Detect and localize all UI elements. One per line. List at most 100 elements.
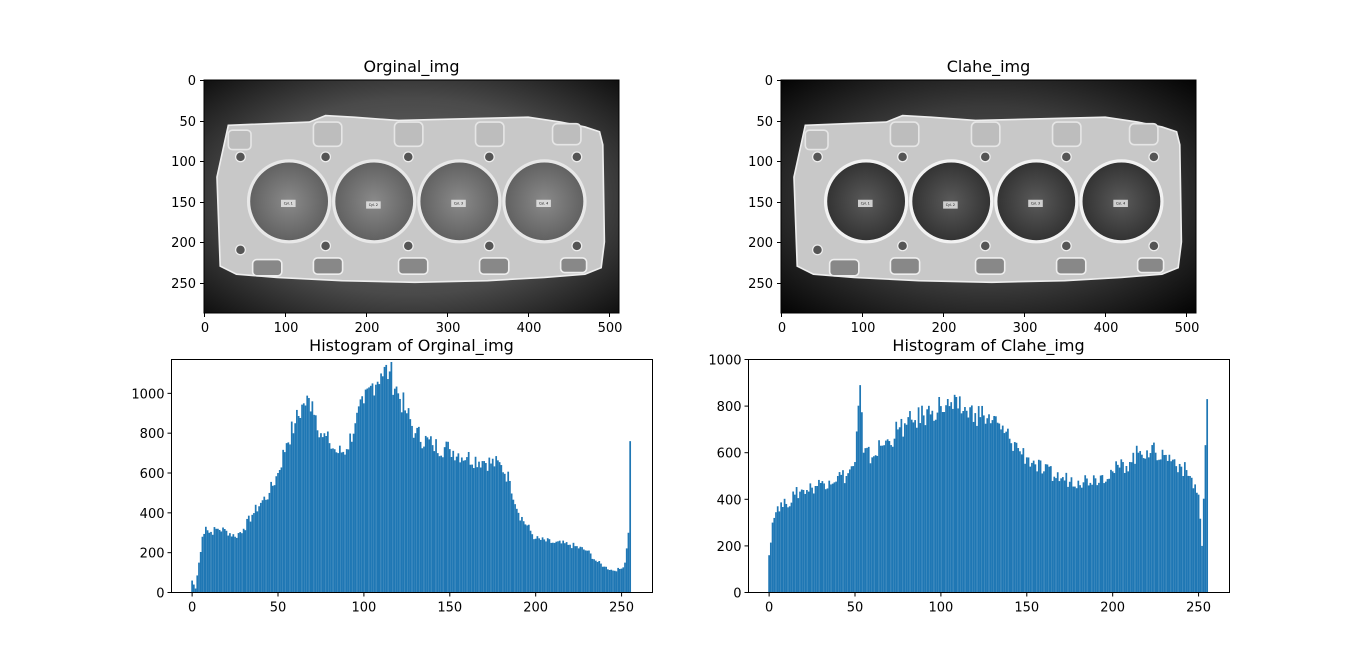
- histogram-bar: [818, 479, 820, 593]
- histogram-bar: [1013, 442, 1016, 593]
- histogram-bar: [1142, 458, 1145, 593]
- histogram-bar: [945, 405, 947, 593]
- histogram-bar: [402, 392, 405, 593]
- histogram-bar: [1166, 460, 1169, 593]
- x-tick-label: 50: [270, 601, 287, 616]
- histogram-bar: [799, 491, 801, 593]
- histogram-bar: [436, 453, 439, 593]
- histogram-bar: [497, 460, 499, 593]
- histogram-bar: [323, 433, 326, 593]
- histogram-bar: [596, 561, 599, 593]
- histogram-bar: [404, 410, 406, 593]
- histogram-bar: [220, 531, 223, 593]
- y-tick-label: 200: [748, 236, 773, 251]
- histogram-bar: [1183, 462, 1186, 593]
- histogram-bar: [795, 487, 798, 593]
- histogram-bar: [364, 389, 367, 593]
- histogram-bar: [271, 485, 274, 593]
- histogram-bar: [1118, 467, 1121, 593]
- histogram-bar: [375, 384, 377, 593]
- y-tick-label: 800: [717, 400, 742, 415]
- histogram-bar: [928, 405, 930, 593]
- histogram-bar: [351, 441, 353, 593]
- histogram-bar: [957, 408, 959, 593]
- histogram-bar: [977, 406, 980, 593]
- histogram-bar: [232, 534, 235, 593]
- histogram-bar: [1017, 448, 1020, 593]
- histogram-bar: [261, 500, 264, 593]
- histogram-bar: [785, 503, 788, 593]
- histogram-bar: [326, 431, 329, 593]
- histogram-bar: [864, 448, 867, 593]
- histogram-bar: [400, 412, 403, 593]
- histogram-bar: [416, 427, 419, 593]
- histogram-bar: [1120, 459, 1123, 593]
- histogram-bar: [304, 405, 307, 593]
- histogram-bar: [831, 483, 834, 593]
- histogram-bar: [311, 401, 314, 593]
- histogram-bar: [234, 536, 236, 593]
- histogram-bar: [1091, 484, 1093, 593]
- histogram-bar: [775, 512, 777, 593]
- histogram-bar: [938, 396, 941, 593]
- x-tick-label: 0: [201, 321, 209, 336]
- histogram-bar: [1065, 472, 1068, 593]
- histogram-bar: [393, 388, 396, 593]
- histogram-bar: [314, 415, 317, 593]
- cylinder-tag: Cyl. 4: [1116, 202, 1125, 206]
- histogram-bar: [256, 511, 259, 593]
- histogram-bar: [969, 407, 971, 593]
- histogram-bar: [546, 538, 549, 593]
- histogram-bar: [1007, 428, 1009, 593]
- histogram-bar: [1111, 471, 1114, 593]
- histogram-bar: [861, 412, 863, 593]
- histogram-bar: [376, 381, 379, 593]
- histogram-bar: [344, 454, 346, 593]
- x-tick-label: 100: [274, 321, 299, 336]
- histogram-bar: [1206, 399, 1209, 593]
- histogram-bar: [625, 548, 628, 593]
- histogram-bar: [529, 530, 532, 593]
- histogram-bar: [1190, 477, 1193, 593]
- histogram-bar: [1031, 462, 1033, 593]
- histogram-bar: [619, 568, 621, 593]
- histogram-bar: [586, 550, 589, 593]
- histogram-bar: [854, 462, 856, 593]
- histogram-bar: [1092, 475, 1095, 593]
- histogram-bar: [989, 423, 992, 593]
- histogram-bar: [282, 449, 285, 593]
- cylinder-tag: Cyl. 3: [454, 202, 463, 206]
- y-tick-label: 50: [756, 115, 773, 130]
- histogram-bar: [414, 433, 417, 593]
- histogram-bar: [1110, 469, 1112, 593]
- histogram-bar: [948, 406, 951, 593]
- histogram-bar: [838, 472, 841, 593]
- histogram-bar: [776, 506, 779, 593]
- histogram-bar: [450, 456, 453, 593]
- histogram-bar: [380, 373, 382, 593]
- histogram-bar: [883, 445, 886, 593]
- histogram-bar: [289, 444, 291, 593]
- histogram-bar: [564, 543, 566, 593]
- histogram-bar: [208, 532, 211, 593]
- histogram-bar: [862, 452, 865, 593]
- histogram-bar: [259, 502, 262, 593]
- histogram-bar: [467, 451, 470, 593]
- histogram-bar: [910, 419, 913, 593]
- histogram-bar: [373, 395, 376, 593]
- histogram-bar: [996, 422, 999, 593]
- histogram-bar: [804, 493, 807, 593]
- histogram-bar: [1153, 442, 1155, 593]
- histogram-bar: [509, 480, 511, 593]
- histogram-bar: [199, 551, 202, 593]
- histogram-bar: [448, 449, 451, 593]
- histogram-bar: [1165, 454, 1167, 593]
- histogram-bar: [1199, 518, 1202, 593]
- histogram-bar: [577, 548, 580, 593]
- histogram-bar: [299, 417, 302, 593]
- histogram-bar: [570, 548, 573, 593]
- histogram-bar: [613, 570, 616, 593]
- histogram-bar: [1113, 473, 1116, 593]
- histogram-bar: [536, 536, 539, 593]
- histogram-bar: [974, 413, 977, 593]
